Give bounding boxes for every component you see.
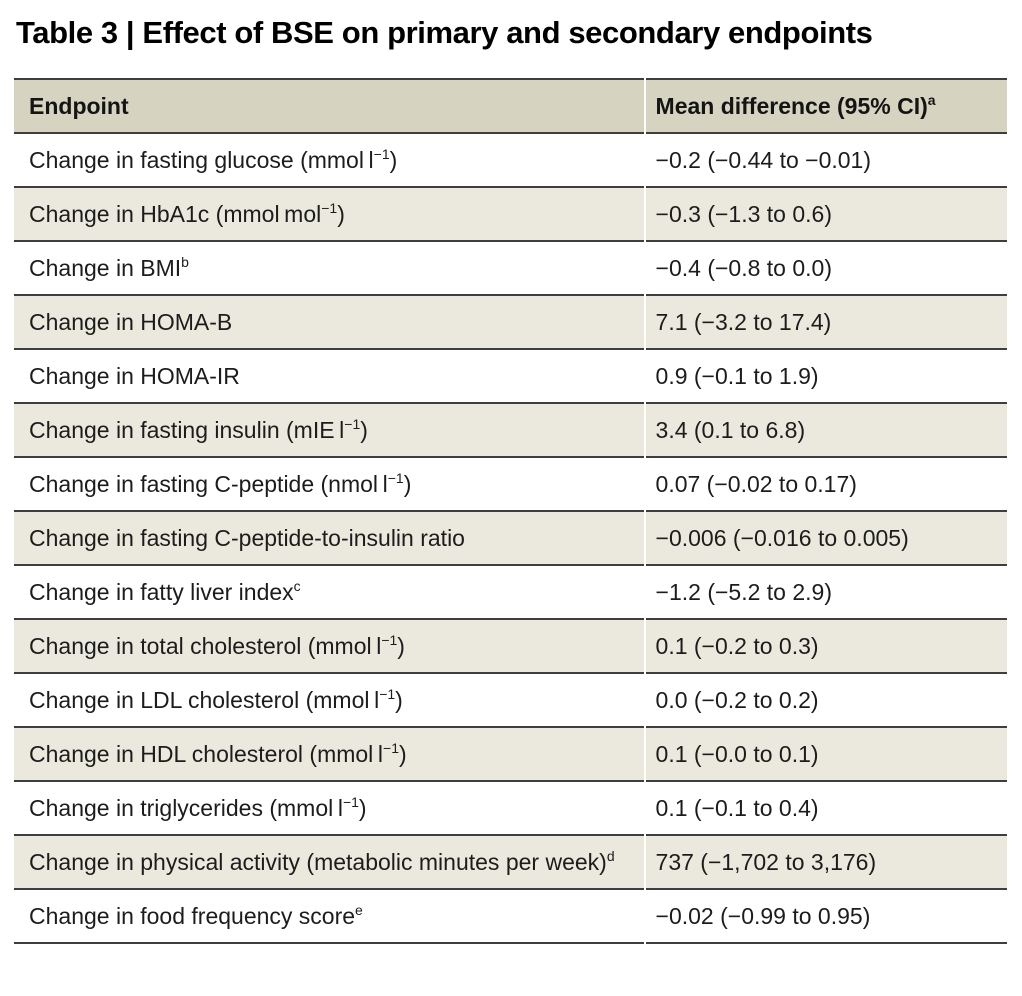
endpoint-text: Change in fatty liver index	[29, 579, 294, 605]
endpoint-superscript: −1	[379, 686, 396, 702]
endpoint-cell: Change in fasting C-peptide (nmol l−1)	[14, 456, 644, 510]
endpoint-cell: Change in food frequency scoree	[14, 888, 644, 944]
endpoint-text: Change in fasting C-peptide-to-insulin r…	[29, 525, 465, 551]
endpoint-superscript: e	[355, 902, 363, 918]
endpoint-cell: Change in fasting C-peptide-to-insulin r…	[14, 510, 644, 564]
endpoint-cell: Change in physical activity (metabolic m…	[14, 834, 644, 888]
table-row: Change in LDL cholesterol (mmol l−1) 0.0…	[14, 672, 1007, 726]
value-cell: 0.9 (−0.1 to 1.9)	[645, 348, 1007, 402]
endpoint-text: Change in HOMA-B	[29, 309, 233, 335]
endpoint-superscript: c	[293, 578, 301, 594]
endpoint-text-post: )	[395, 687, 403, 713]
endpoint-cell: Change in HDL cholesterol (mmol l−1)	[14, 726, 644, 780]
table-row: Change in fasting C-peptide-to-insulin r…	[14, 510, 1007, 564]
endpoint-superscript: −1	[387, 470, 404, 486]
endpoint-cell: Change in fasting insulin (mIE l−1)	[14, 402, 644, 456]
endpoint-text: Change in fasting insulin (mIE l	[29, 417, 345, 443]
endpoint-cell: Change in triglycerides (mmol l−1)	[14, 780, 644, 834]
table-title: Table 3 | Effect of BSE on primary and s…	[16, 15, 873, 50]
endpoint-text: Change in HbA1c (mmol mol	[29, 201, 322, 227]
table-row: Change in HbA1c (mmol mol−1) −0.3 (−1.3 …	[14, 186, 1007, 240]
endpoint-cell: Change in fasting glucose (mmol l−1)	[14, 132, 644, 186]
endpoint-text-post: )	[337, 201, 345, 227]
column-header-endpoint: Endpoint	[14, 78, 644, 132]
column-header-mean-difference-footnote: a	[927, 92, 936, 108]
value-cell: −0.2 (−0.44 to −0.01)	[645, 132, 1007, 186]
table-row: Change in BMIb −0.4 (−0.8 to 0.0)	[14, 240, 1007, 294]
endpoint-text: Change in physical activity (metabolic m…	[29, 849, 607, 875]
endpoint-text: Change in HOMA-IR	[29, 363, 240, 389]
table-row: Change in fasting glucose (mmol l−1) −0.…	[14, 132, 1007, 186]
endpoint-superscript: −1	[381, 632, 398, 648]
endpoint-cell: Change in fatty liver indexc	[14, 564, 644, 618]
value-cell: −0.4 (−0.8 to 0.0)	[645, 240, 1007, 294]
endpoint-text-post: )	[397, 633, 405, 659]
endpoint-text: Change in BMI	[29, 255, 182, 281]
table-row: Change in HDL cholesterol (mmol l−1) 0.1…	[14, 726, 1007, 780]
endpoint-text: Change in fasting glucose (mmol l	[29, 147, 374, 173]
value-cell: −0.006 (−0.016 to 0.005)	[645, 510, 1007, 564]
endpoint-text: Change in HDL cholesterol (mmol l	[29, 741, 384, 767]
endpoint-superscript: −1	[342, 794, 359, 810]
endpoint-superscript: d	[606, 848, 615, 864]
endpoint-cell: Change in total cholesterol (mmol l−1)	[14, 618, 644, 672]
table-row: Change in food frequency scoree −0.02 (−…	[14, 888, 1007, 944]
endpoint-text-post: )	[389, 147, 398, 173]
table-row: Change in total cholesterol (mmol l−1) 0…	[14, 618, 1007, 672]
endpoint-text: Change in fasting C-peptide (nmol l	[29, 471, 388, 497]
value-cell: −1.2 (−5.2 to 2.9)	[645, 564, 1007, 618]
column-header-mean-difference: Mean difference (95% CI)a	[645, 78, 1007, 132]
value-cell: 0.1 (−0.0 to 0.1)	[645, 726, 1007, 780]
value-cell: 0.07 (−0.02 to 0.17)	[645, 456, 1007, 510]
table-row: Change in fasting insulin (mIE l−1) 3.4 …	[14, 402, 1007, 456]
value-cell: −0.3 (−1.3 to 0.6)	[645, 186, 1007, 240]
endpoint-text: Change in triglycerides (mmol l	[29, 795, 343, 821]
endpoint-superscript: −1	[321, 200, 338, 216]
value-cell: 0.0 (−0.2 to 0.2)	[645, 672, 1007, 726]
endpoints-table: Endpoint Mean difference (95% CI)a Chang…	[12, 78, 1009, 944]
endpoint-text-post: )	[358, 795, 367, 821]
endpoint-superscript: −1	[373, 146, 390, 162]
value-cell: −0.02 (−0.99 to 0.95)	[645, 888, 1007, 944]
endpoint-text-post: )	[398, 741, 407, 767]
table-row: Change in triglycerides (mmol l−1) 0.1 (…	[14, 780, 1007, 834]
endpoint-cell: Change in BMIb	[14, 240, 644, 294]
endpoint-text: Change in total cholesterol (mmol l	[29, 633, 382, 659]
column-header-endpoint-label: Endpoint	[29, 93, 129, 119]
endpoint-text: Change in food frequency score	[29, 903, 356, 929]
value-cell: 0.1 (−0.2 to 0.3)	[645, 618, 1007, 672]
table-row: Change in HOMA-IR 0.9 (−0.1 to 1.9)	[14, 348, 1007, 402]
endpoint-cell: Change in HOMA-IR	[14, 348, 644, 402]
table-row: Change in physical activity (metabolic m…	[14, 834, 1007, 888]
table-row: Change in fatty liver indexc −1.2 (−5.2 …	[14, 564, 1007, 618]
table-row: Change in fasting C-peptide (nmol l−1) 0…	[14, 456, 1007, 510]
value-cell: 7.1 (−3.2 to 17.4)	[645, 294, 1007, 348]
endpoint-text-post: )	[360, 417, 368, 443]
endpoint-text: Change in LDL cholesterol (mmol l	[29, 687, 380, 713]
endpoint-cell: Change in HOMA-B	[14, 294, 644, 348]
value-cell: 3.4 (0.1 to 6.8)	[645, 402, 1007, 456]
endpoint-cell: Change in LDL cholesterol (mmol l−1)	[14, 672, 644, 726]
table-row: Change in HOMA-B 7.1 (−3.2 to 17.4)	[14, 294, 1007, 348]
endpoint-superscript: −1	[344, 416, 361, 432]
endpoint-superscript: −1	[383, 740, 399, 756]
column-header-mean-difference-label: Mean difference (95% CI)	[655, 93, 928, 119]
endpoint-superscript: b	[181, 254, 189, 270]
paper-table-page: Table 3 | Effect of BSE on primary and s…	[0, 14, 1022, 944]
endpoint-text-post: )	[403, 471, 412, 497]
value-cell: 0.1 (−0.1 to 0.4)	[645, 780, 1007, 834]
table-header-row: Endpoint Mean difference (95% CI)a	[14, 78, 1007, 132]
value-cell: 737 (−1,702 to 3,176)	[645, 834, 1007, 888]
endpoint-cell: Change in HbA1c (mmol mol−1)	[14, 186, 644, 240]
